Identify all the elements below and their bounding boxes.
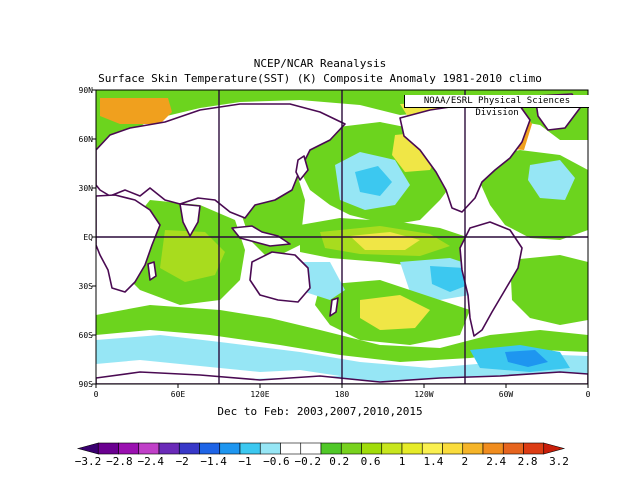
- anomaly-npac-lightblue: [355, 166, 392, 196]
- colorbar-label: −1.4: [200, 455, 227, 468]
- colorbar-label: −2: [176, 455, 189, 468]
- colorbar-swatch: [280, 442, 302, 455]
- longitude-axis: 0 60E 120E 180 120W 60W 0: [94, 384, 591, 399]
- colorbar-swatch: [442, 442, 464, 455]
- colorbar-swatch: [97, 442, 119, 455]
- colorbar-label: −2.4: [138, 455, 165, 468]
- colorbar-label: 0.6: [361, 455, 381, 468]
- colorbar-label: 0.2: [329, 455, 349, 468]
- colorbar-label: −3.2: [75, 455, 102, 468]
- period-label: Dec to Feb: 2003,2007,2010,2015: [217, 405, 423, 418]
- lon-tick-label: 0: [94, 390, 99, 399]
- colorbar-swatch: [523, 442, 545, 455]
- colorbar-label: −0.2: [295, 455, 322, 468]
- colorbar-swatch: [421, 442, 443, 455]
- anomaly-atlantic-south: [510, 255, 588, 325]
- map-plot-area: [96, 90, 588, 384]
- anomaly-barents-orange: [100, 98, 172, 124]
- lon-tick-label: 60E: [171, 390, 186, 399]
- anomaly-spac-lightblue: [430, 266, 468, 292]
- colorbar-swatch: [361, 442, 383, 455]
- lon-tick-label: 120E: [250, 390, 269, 399]
- map-grid: [96, 90, 588, 384]
- colorbar-swatch: [259, 442, 281, 455]
- colorbar-swatch: [543, 442, 566, 455]
- lat-tick-label: EQ: [83, 233, 93, 242]
- colorbar-swatch: [482, 442, 504, 455]
- latitude-axis: 90N 60N 30N EQ 30S 60S 90S: [79, 86, 96, 389]
- land-south-america: [459, 221, 523, 337]
- anomaly-spac-yellow: [360, 295, 430, 330]
- title-line-1: NCEP/NCAR Reanalysis: [253, 57, 387, 70]
- land-eurasia: [96, 103, 346, 219]
- lat-tick-label: 90S: [79, 380, 94, 389]
- credit-label: NOAA/ESRL Physical Sciences Division: [404, 95, 589, 118]
- colorbar-label: −1: [238, 455, 251, 468]
- colorbar-swatch: [300, 442, 322, 455]
- colorbar-label: 2: [461, 455, 468, 468]
- colorbar-swatch: [219, 442, 241, 455]
- colorbar-swatch: [401, 442, 423, 455]
- colorbar-swatch: [178, 442, 200, 455]
- lon-tick-label: 0: [586, 390, 591, 399]
- land-madagascar: [147, 261, 157, 281]
- colorbar-swatch: [239, 442, 261, 455]
- colorbar-label: 2.4: [486, 455, 506, 468]
- colorbar-swatch: [138, 442, 160, 455]
- colorbar-swatch: [158, 442, 180, 455]
- title-line-2: Surface Skin Temperature(SST) (K) Compos…: [98, 72, 542, 85]
- colorbar-swatch: [118, 442, 140, 455]
- lon-tick-label: 180: [335, 390, 350, 399]
- lat-tick-label: 60N: [79, 135, 94, 144]
- colorbar-label: −2.8: [106, 455, 133, 468]
- anomaly-southern-ocean-blue: [505, 350, 548, 367]
- anomaly-atlantic-cyan: [528, 160, 575, 200]
- colorbar-swatch: [340, 442, 362, 455]
- lat-tick-label: 90N: [79, 86, 94, 95]
- land-australia: [249, 251, 311, 303]
- colorbar-swatch: [381, 442, 403, 455]
- anomaly-spac-cyan2: [300, 262, 345, 300]
- colorbar-swatch: [76, 442, 99, 455]
- land-japan: [295, 155, 309, 181]
- colorbar-swatch: [320, 442, 342, 455]
- lat-tick-label: 30S: [79, 282, 94, 291]
- colorbar-labels: −3.2 −2.8 −2.4 −2 −1.4 −1 −0.6 −0.2 0.2 0.6 1 1.4 2 2…: [75, 455, 569, 468]
- land-maritime-continent: [231, 225, 291, 247]
- lon-tick-label: 120W: [414, 390, 433, 399]
- lat-tick-label: 60S: [79, 331, 94, 340]
- colorbar-label: 2.8: [518, 455, 538, 468]
- colorbar-swatch: [199, 442, 221, 455]
- colorbar-label: 1: [399, 455, 406, 468]
- land-india: [179, 203, 201, 237]
- colorbar: [76, 442, 566, 455]
- colorbar-label: 3.2: [549, 455, 569, 468]
- colorbar-swatch: [502, 442, 524, 455]
- lon-tick-label: 60W: [499, 390, 514, 399]
- lat-tick-label: 30N: [79, 184, 94, 193]
- anomaly-indian-lime: [160, 230, 225, 282]
- land-new-zealand: [329, 297, 339, 317]
- land-africa: [96, 194, 161, 293]
- colorbar-label: 1.4: [423, 455, 443, 468]
- colorbar-swatch: [462, 442, 484, 455]
- colorbar-label: −0.6: [263, 455, 290, 468]
